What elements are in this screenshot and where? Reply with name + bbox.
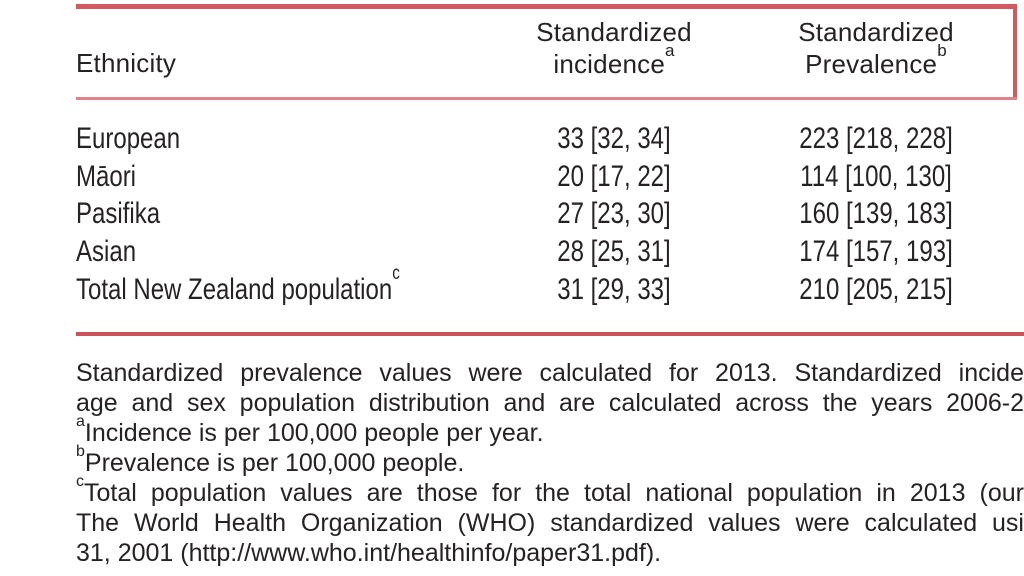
column-header-prevalence-line1: Standardized — [798, 17, 954, 47]
footnote-marker-a: a — [665, 40, 675, 60]
column-header-prevalence-line2: Prevalenceb — [756, 42, 996, 80]
footnote-text: Standardized prevalence values were calc… — [76, 359, 1024, 387]
column-header-incidence: Standardized incidencea — [494, 16, 734, 80]
footnote-line: The World Health Organization (WHO) stan… — [76, 508, 1024, 538]
table-row: Asian 28 [25, 31] 174 [157, 193] — [0, 233, 1024, 271]
incidence-cell: 27 [23, 30] — [557, 197, 671, 231]
ethnicity-cell: Māori — [76, 158, 136, 196]
column-header-prevalence: Standardized Prevalenceb — [756, 16, 996, 80]
footnote-sup-a: a — [76, 413, 85, 431]
footnote-text: Prevalence is per 100,000 people. — [84, 449, 465, 477]
incidence-cell: 31 [29, 33] — [557, 272, 671, 306]
ethnicity-label: Māori — [76, 159, 137, 193]
prevalence-cell: 174 [157, 193] — [799, 235, 953, 269]
footnote-text: Total population values are those for th… — [84, 479, 1024, 507]
footnote-text: 31, 2001 (http://www.who.int/healthinfo/… — [76, 539, 662, 567]
ethnicity-cell: Total New Zealand populationc — [76, 264, 400, 309]
table-bottom-rule — [76, 332, 1024, 336]
table-top-rule — [76, 4, 1017, 9]
incidence-cell: 20 [17, 22] — [557, 159, 671, 193]
footnote-marker-c: c — [392, 263, 400, 285]
ethnicity-label: Asian — [76, 235, 137, 269]
prevalence-cell: 160 [139, 183] — [799, 197, 953, 231]
table-row: European 33 [32, 34] 223 [218, 228] — [0, 120, 1024, 158]
table-row: Māori 20 [17, 22] 114 [100, 130] — [0, 158, 1024, 196]
footnote-line: cTotal population values are those for t… — [76, 474, 1024, 508]
ethnicity-label: Total New Zealand population — [76, 272, 393, 306]
ethnicity-label: European — [76, 122, 181, 155]
column-header-prevalence-label: Prevalence — [805, 49, 938, 79]
table-footnotes: Standardized prevalence values were calc… — [76, 358, 1024, 568]
footnote-line: Standardized prevalence values were calc… — [76, 358, 1024, 388]
table-row: Total New Zealand populationc 31 [29, 33… — [0, 264, 1024, 309]
ethnicity-label: Pasifika — [76, 197, 161, 231]
footnote-text: The World Health Organization (WHO) stan… — [76, 509, 1024, 537]
table-row: Pasifika 27 [23, 30] 160 [139, 183] — [0, 195, 1024, 233]
column-header-incidence-label: incidence — [553, 49, 665, 79]
footnote-sup-c: c — [76, 473, 84, 491]
footnote-line: age and sex population distribution and … — [76, 388, 1024, 418]
column-header-incidence-line2: incidencea — [494, 42, 734, 80]
prevalence-cell: 114 [100, 130] — [800, 159, 952, 193]
footnote-marker-b: b — [937, 40, 947, 60]
table-body: European 33 [32, 34] 223 [218, 228] Māor… — [0, 120, 1024, 308]
footnote-text: age and sex population distribution and … — [76, 389, 1024, 417]
footnote-line: aIncidence is per 100,000 people per yea… — [76, 414, 1024, 448]
prevalence-cell: 223 [218, 228] — [799, 122, 953, 155]
ethnicity-cell: Pasifika — [76, 195, 160, 233]
header-right-rule — [1013, 4, 1017, 100]
footnote-line: 31, 2001 (http://www.who.int/healthinfo/… — [76, 538, 1024, 568]
incidence-cell: 28 [25, 31] — [557, 235, 671, 269]
column-header-ethnicity: Ethnicity — [76, 48, 177, 78]
ethnicity-cell: European — [76, 120, 180, 158]
footnote-line: bPrevalence is per 100,000 people. — [76, 444, 1024, 478]
prevalence-cell: 210 [205, 215] — [799, 272, 953, 306]
column-header-incidence-line1: Standardized — [536, 17, 692, 47]
ethnicity-cell: Asian — [76, 233, 136, 271]
incidence-cell: 33 [32, 34] — [557, 122, 671, 155]
table-header-rule — [76, 97, 1017, 100]
footnote-sup-b: b — [76, 443, 85, 461]
footnote-text: Incidence is per 100,000 people per year… — [84, 419, 544, 447]
